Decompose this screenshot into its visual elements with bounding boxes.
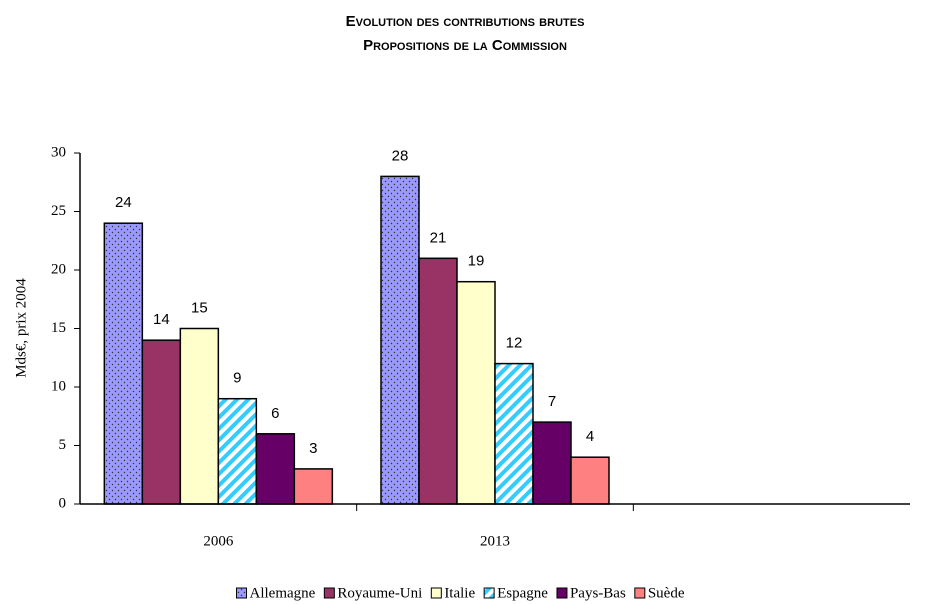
y-axis-label: Mds€, prix 2004: [13, 278, 29, 378]
bar: [418, 257, 458, 505]
legend-swatch: [634, 587, 646, 599]
bar: [293, 468, 334, 505]
y-tick-label: 15: [51, 320, 66, 336]
y-tick-label: 5: [59, 437, 67, 453]
data-label: 9: [233, 370, 241, 387]
bar: [494, 362, 534, 505]
data-label: 14: [153, 311, 170, 328]
legend-label: Suède: [648, 585, 685, 601]
legend-swatch: [483, 587, 495, 599]
data-label: 6: [271, 405, 279, 422]
data-label: 15: [191, 299, 208, 316]
y-tick-label: 30: [51, 144, 66, 160]
chart-subtitle: Propositions de la Commission: [363, 37, 567, 54]
bar: [179, 327, 220, 505]
data-label: 21: [430, 229, 447, 246]
bar: [217, 397, 258, 505]
legend-label: Espagne: [497, 585, 548, 601]
bar: [103, 222, 144, 505]
y-tick-label: 25: [51, 203, 66, 219]
legend-swatch: [323, 587, 335, 599]
data-label: 3: [309, 440, 317, 457]
chart-title: Evolution des contributions brutes: [346, 13, 585, 30]
bar: [570, 456, 610, 505]
data-label: 19: [468, 253, 485, 270]
data-label: 28: [392, 147, 409, 164]
legend-swatch: [236, 587, 248, 599]
data-label: 24: [115, 194, 132, 211]
bar: [141, 339, 182, 505]
legend-swatch: [556, 587, 568, 599]
legend-label: Royaume-Uni: [337, 585, 422, 601]
bar: [380, 175, 420, 505]
legend-label: Allemagne: [250, 585, 316, 601]
legend-label: Pays-Bas: [570, 585, 626, 601]
bar: [456, 280, 496, 505]
y-tick-label: 0: [59, 495, 67, 511]
bar: [532, 421, 572, 505]
data-label: 12: [506, 335, 523, 352]
legend-label: Italie: [444, 585, 475, 601]
legend-swatch: [430, 587, 442, 599]
x-tick-label: 2006: [203, 533, 234, 549]
data-label: 4: [586, 428, 594, 445]
bar: [255, 433, 296, 505]
y-tick-label: 10: [51, 378, 66, 394]
data-label: 7: [548, 393, 556, 410]
y-tick-label: 20: [51, 261, 66, 277]
x-tick-label: 2013: [480, 533, 510, 549]
